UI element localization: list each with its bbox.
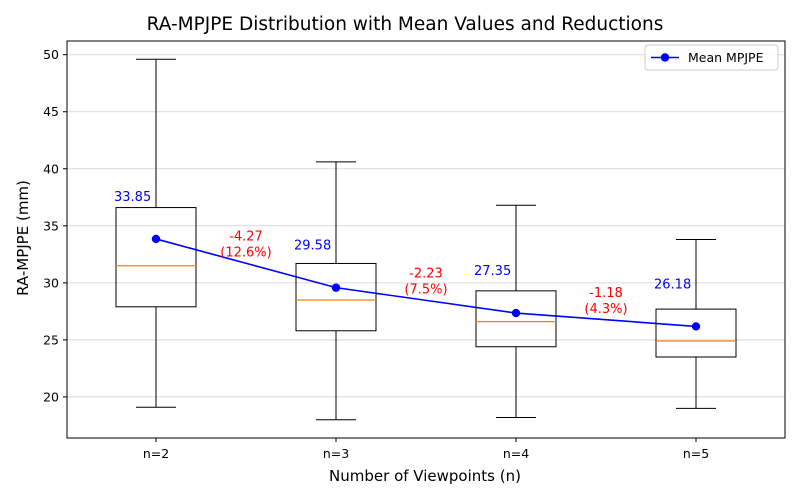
x-tick-label-n=3: n=3 <box>323 446 349 461</box>
legend-label-mean-mpjpe: Mean MPJPE <box>688 50 764 65</box>
mean-marker-n=4 <box>511 308 521 318</box>
reduction-delta-2: -2.23 <box>409 266 443 281</box>
y-tick-label-45: 45 <box>43 104 59 119</box>
y-tick-label-40: 40 <box>43 161 59 176</box>
mean-label-n=2: 33.85 <box>114 190 151 205</box>
y-axis-label: RA-MPJPE (mm) <box>14 180 32 296</box>
chart-title: RA-MPJPE Distribution with Mean Values a… <box>147 14 664 35</box>
y-tick-label-30: 30 <box>43 275 59 290</box>
mean-marker-n=3 <box>331 283 341 292</box>
box-n=3 <box>295 262 377 332</box>
box-n=4 <box>475 290 557 348</box>
x-tick-label-n=4: n=4 <box>503 446 529 461</box>
legend-box <box>644 44 779 71</box>
plot-frame <box>66 40 786 439</box>
box-n=5 <box>655 308 737 358</box>
reduction-pct-2: (7.5%) <box>404 282 447 297</box>
reduction-pct-1: (12.6%) <box>220 245 271 260</box>
box-n=2 <box>115 207 197 308</box>
y-tick-label-50: 50 <box>43 47 59 62</box>
x-axis-label: Number of Viewpoints (n) <box>329 467 521 485</box>
legend-marker <box>660 53 670 62</box>
y-tick-label-20: 20 <box>43 389 59 404</box>
x-tick-label-n=2: n=2 <box>143 446 169 461</box>
y-tick-label-25: 25 <box>43 332 59 347</box>
reduction-delta-1: -4.27 <box>229 229 263 244</box>
x-tick-label-n=5: n=5 <box>683 446 709 461</box>
mean-label-n=3: 29.58 <box>294 239 331 254</box>
reduction-delta-3: -1.18 <box>589 286 623 301</box>
y-tick-label-35: 35 <box>43 218 59 233</box>
mean-label-n=5: 26.18 <box>654 277 691 292</box>
mean-line <box>155 238 697 328</box>
mean-label-n=4: 27.35 <box>474 264 511 279</box>
plot-area: 20 25 30 35 40 45 50 n=2 n=3 n=4 n=5 33.85 29.58 27.3… <box>43 40 786 461</box>
reduction-pct-3: (4.3%) <box>584 302 627 317</box>
mean-marker-n=2 <box>151 234 161 244</box>
mean-marker-n=5 <box>691 322 701 331</box>
